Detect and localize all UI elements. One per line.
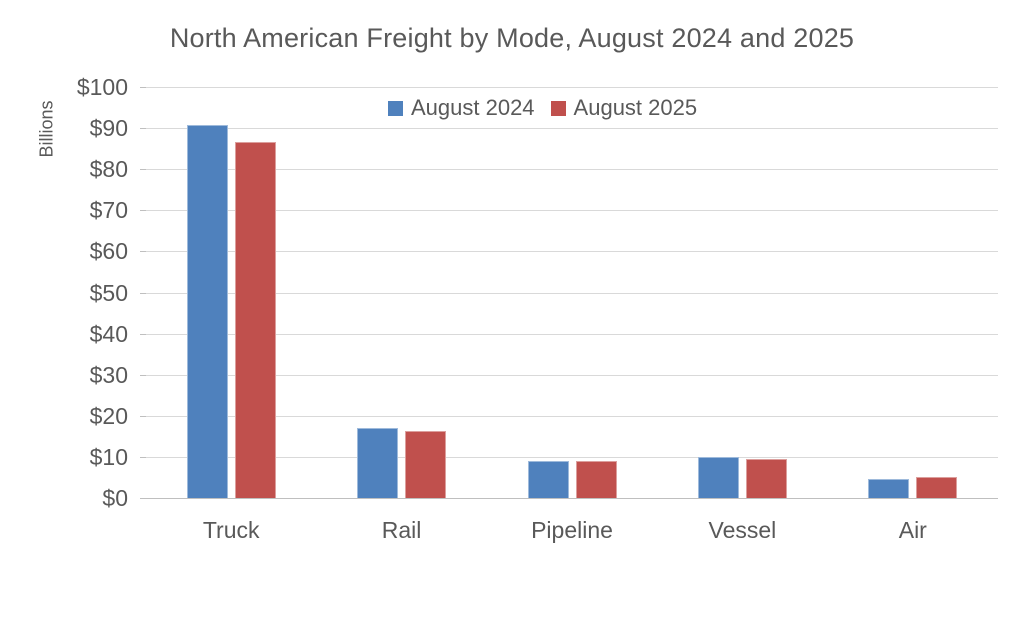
y-axis-tick-label: $70 <box>89 197 128 224</box>
y-axis-tick-mark <box>140 416 146 417</box>
y-axis-tick-label: $20 <box>89 402 128 429</box>
gridline <box>146 334 998 335</box>
y-axis-tick-mark <box>140 375 146 376</box>
x-axis-label-air: Air <box>898 517 927 543</box>
bar-august-2024-pipeline <box>528 461 569 498</box>
legend-label-august-2024: August 2024 <box>411 95 535 120</box>
bar-august-2025-vessel <box>746 459 787 498</box>
y-axis-tick-label: $30 <box>89 361 128 388</box>
plot-area <box>140 87 998 499</box>
chart-title: North American Freight by Mode, August 2… <box>169 23 855 53</box>
gridline <box>146 375 998 376</box>
bar-august-2025-air <box>916 477 957 498</box>
y-axis-tick-mark <box>140 334 146 335</box>
legend-item-august-2025: August 2025 <box>550 95 698 121</box>
bar-august-2024-vessel <box>698 457 739 498</box>
legend: August 2024 August 2025 <box>388 95 697 121</box>
y-axis-tick-label: $90 <box>89 115 128 142</box>
y-axis-tick-mark <box>140 498 146 499</box>
legend-swatch-august-2024 <box>388 100 403 116</box>
bar-august-2025-truck <box>235 142 276 498</box>
y-axis-tick-label: $0 <box>102 485 128 511</box>
x-axis-label-truck: Truck <box>202 517 260 543</box>
y-axis-tick-mark <box>140 87 146 88</box>
y-axis-tick-label: $80 <box>89 156 128 183</box>
y-axis-tick-label: $10 <box>89 443 128 470</box>
gridline <box>146 457 998 458</box>
x-axis-label-vessel: Vessel <box>708 517 777 543</box>
bar-august-2024-air <box>868 479 909 498</box>
y-axis-tick-mark <box>140 251 146 252</box>
gridline <box>146 128 998 129</box>
bar-august-2025-rail <box>405 431 446 498</box>
gridline <box>146 251 998 252</box>
bar-august-2024-truck <box>187 125 228 498</box>
gridline <box>146 87 998 88</box>
y-axis-tick-label: $60 <box>89 238 128 265</box>
x-axis-line <box>140 498 998 499</box>
y-axis-tick-mark <box>140 128 146 129</box>
legend-item-august-2024: August 2024 <box>388 95 535 121</box>
bar-august-2025-pipeline <box>576 461 617 498</box>
y-axis-tick-mark <box>140 457 146 458</box>
y-axis-tick-mark <box>140 210 146 211</box>
y-axis-tick-label: $100 <box>76 74 128 100</box>
x-axis-label-pipeline: Pipeline <box>531 517 613 543</box>
gridline <box>146 210 998 211</box>
y-axis-tick-mark <box>140 169 146 170</box>
gridline <box>146 293 998 294</box>
y-axis-tick-mark <box>140 293 146 294</box>
legend-label-august-2025: August 2025 <box>573 95 698 120</box>
gridline <box>146 416 998 417</box>
y-axis-tick-label: $40 <box>89 320 128 347</box>
x-axis-label-rail: Rail <box>381 517 422 543</box>
bar-august-2024-rail <box>357 428 398 498</box>
legend-swatch-august-2025 <box>550 100 566 116</box>
gridline <box>146 169 998 170</box>
y-axis-tick-label: $50 <box>89 279 128 306</box>
